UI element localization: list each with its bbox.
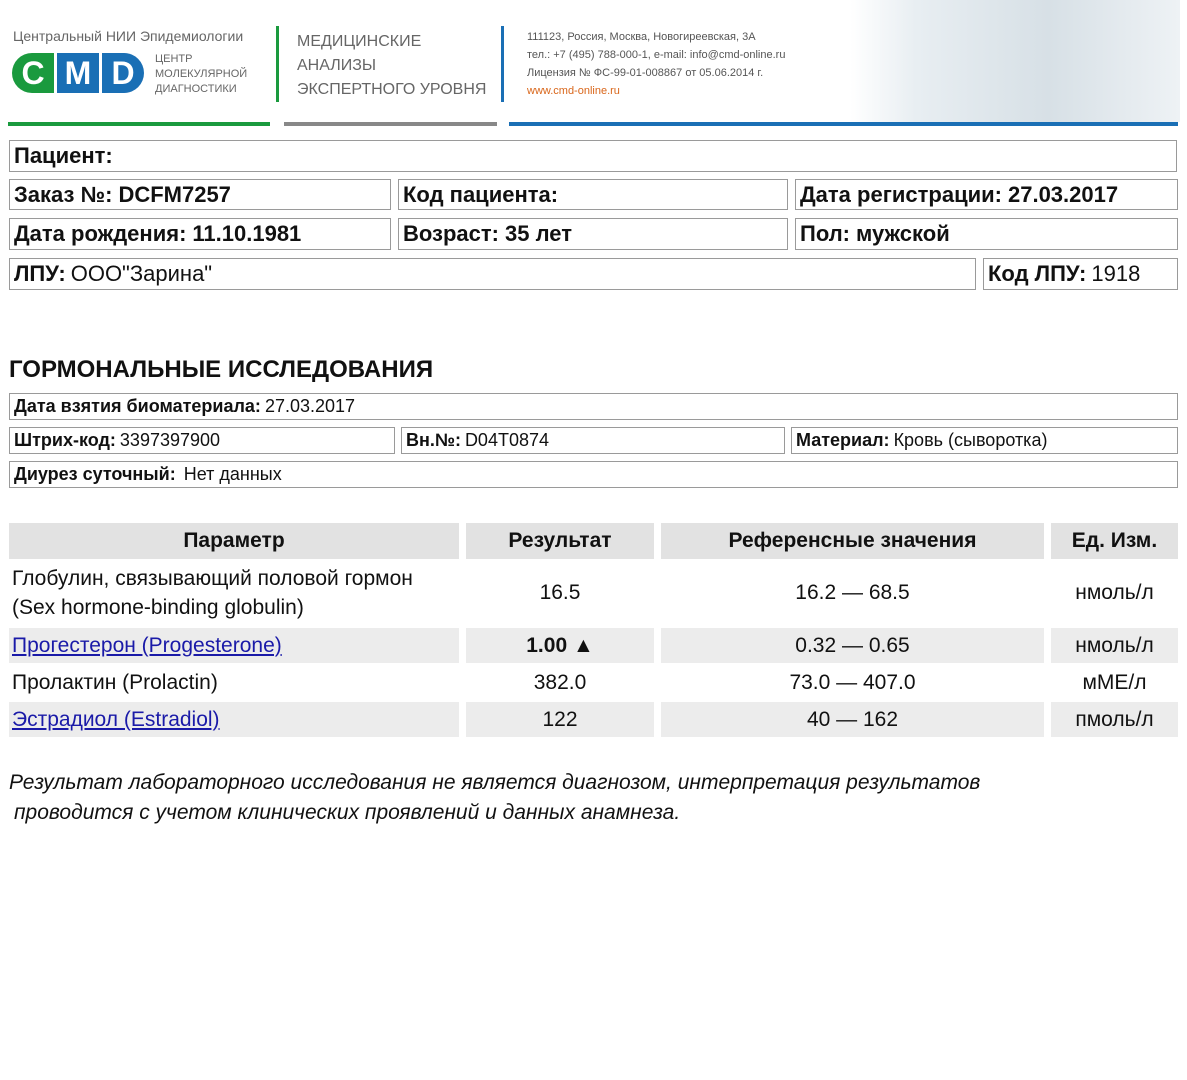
header-parameter: Параметр bbox=[9, 523, 459, 559]
lpu-field: ЛПУ: ООО"Зарина" bbox=[9, 258, 976, 290]
order-field: Заказ №: DCFM7257 bbox=[9, 179, 391, 210]
sex-field: Пол: мужской bbox=[795, 218, 1178, 250]
cmd-logo: C M D bbox=[12, 53, 144, 93]
divider-green bbox=[276, 26, 279, 102]
lab-photo bbox=[850, 0, 1180, 122]
result-shbg: 16.5 bbox=[539, 581, 581, 604]
website-link[interactable]: www.cmd-online.ru bbox=[527, 85, 620, 97]
registration-date-field: Дата регистрации: 27.03.2017 bbox=[795, 179, 1178, 210]
header-unit: Ед. Изм. bbox=[1051, 523, 1178, 559]
result-progesterone: 1.00 ▲ bbox=[466, 628, 654, 663]
header-bar-blue bbox=[509, 122, 1178, 126]
patient-field: Пациент: bbox=[9, 140, 1177, 172]
diuresis-field: Диурез суточный: Нет данных bbox=[9, 461, 1178, 488]
patient-code-field: Код пациента: bbox=[398, 179, 788, 210]
disclaimer-line-2: проводится с учетом клинических проявлен… bbox=[14, 801, 681, 824]
param-progesterone: Прогестерон (Progesterone) bbox=[9, 628, 459, 663]
unit-progesterone: нмоль/л bbox=[1051, 628, 1178, 663]
result-prolactin: 382.0 bbox=[533, 670, 587, 694]
header-reference: Референсные значения bbox=[661, 523, 1044, 559]
estradiol-link[interactable]: Эстрадиол (Estradiol) bbox=[12, 707, 220, 731]
ref-estradiol: 40 — 162 bbox=[661, 702, 1044, 737]
progesterone-link[interactable]: Прогестерон (Progesterone) bbox=[12, 633, 282, 657]
disclaimer-line-1: Результат лабораторного исследования не … bbox=[9, 771, 981, 794]
unit-prolactin: мМЕ/л bbox=[1082, 670, 1147, 694]
ref-progesterone: 0.32 — 0.65 bbox=[661, 628, 1044, 663]
result-estradiol: 122 bbox=[466, 702, 654, 737]
inner-number-field: Вн.№: D04T0874 bbox=[401, 427, 785, 454]
unit-estradiol: пмоль/л bbox=[1051, 702, 1178, 737]
sample-date-field: Дата взятия биоматериала: 27.03.2017 bbox=[9, 393, 1178, 420]
header-bar-gray bbox=[284, 122, 497, 126]
param-prolactin: Пролактин (Prolactin) bbox=[12, 670, 218, 694]
param-shbg: Глобулин, связывающий половой гормон (Se… bbox=[12, 567, 413, 619]
contacts-block: 111123, Россия, Москва, Новогиреевская, … bbox=[527, 28, 785, 100]
ref-shbg: 16.2 — 68.5 bbox=[795, 581, 910, 604]
lpu-code-field: Код ЛПУ: 1918 bbox=[983, 258, 1178, 290]
age-field: Возраст: 35 лет bbox=[398, 218, 788, 250]
logo-caption: ЦЕНТР МОЛЕКУЛЯРНОЙ ДИАГНОСТИКИ bbox=[155, 53, 248, 95]
material-field: Материал: Кровь (сыворотка) bbox=[791, 427, 1178, 454]
slogan: МЕДИЦИНСКИЕ АНАЛИЗЫ ЭКСПЕРТНОГО УРОВНЯ bbox=[297, 33, 487, 98]
unit-shbg: нмоль/л bbox=[1075, 581, 1154, 604]
section-title: ГОРМОНАЛЬНЫЕ ИССЛЕДОВАНИЯ bbox=[9, 356, 434, 383]
dob-field: Дата рождения: 11.10.1981 bbox=[9, 218, 391, 250]
header-bar-green bbox=[8, 122, 270, 126]
param-estradiol: Эстрадиол (Estradiol) bbox=[9, 702, 459, 737]
divider-blue bbox=[501, 26, 504, 102]
barcode-field: Штрих-код: 3397397900 bbox=[9, 427, 395, 454]
header-result: Результат bbox=[466, 523, 654, 559]
ref-prolactin: 73.0 — 407.0 bbox=[789, 670, 916, 694]
institute-name: Центральный НИИ Эпидемиологии bbox=[13, 28, 244, 44]
